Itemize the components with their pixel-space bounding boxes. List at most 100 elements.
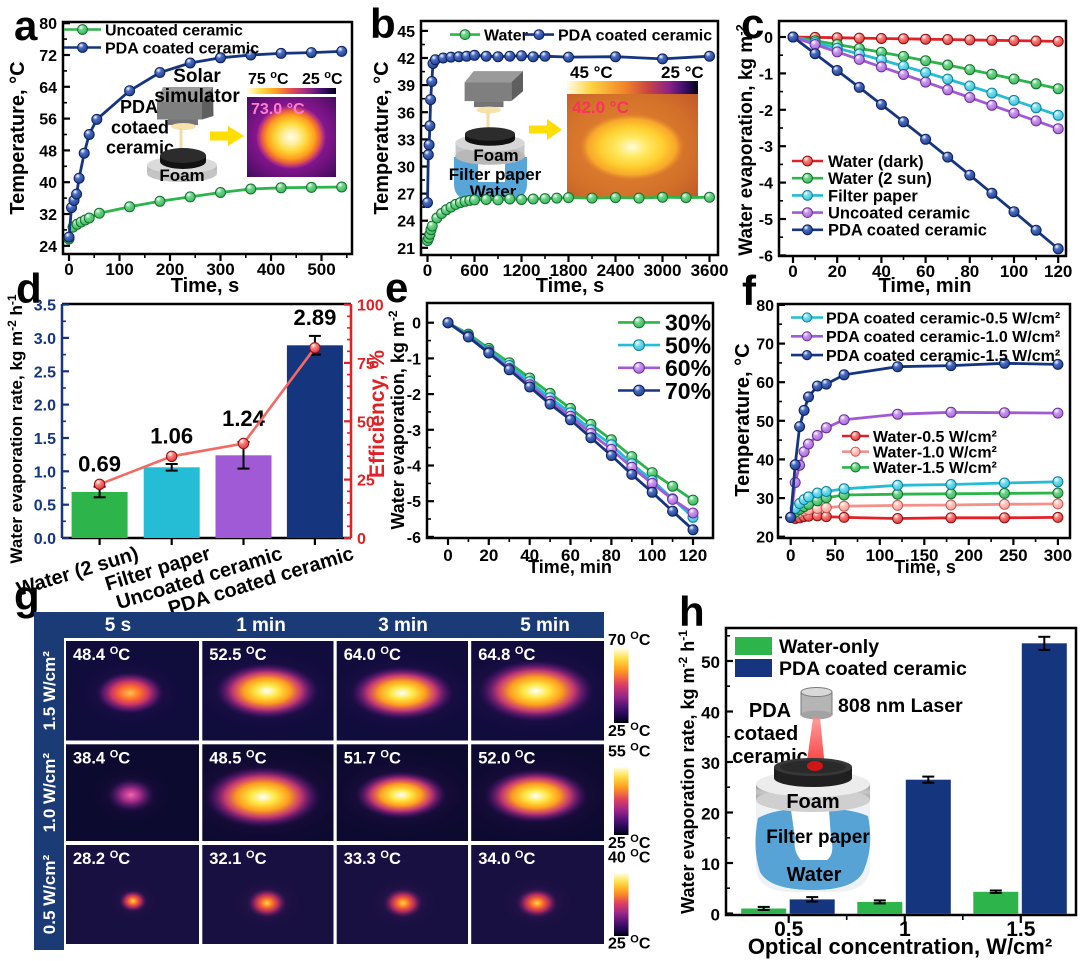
svg-text:1.0 W/cm²: 1.0 W/cm² [40,753,59,833]
svg-text:1: 1 [899,918,911,941]
svg-text:PDA coated ceramic-0.5 W/cm²: PDA coated ceramic-0.5 W/cm² [826,310,1060,327]
svg-text:600: 600 [460,261,488,280]
svg-text:Filter paper: Filter paper [449,165,542,184]
svg-text:48: 48 [39,143,57,160]
svg-text:0.5: 0.5 [774,918,804,941]
svg-text:-6: -6 [759,248,773,265]
svg-text:0.69: 0.69 [78,452,121,477]
svg-text:51.7 OC: 51.7 OC [344,748,401,767]
svg-text:38.4 OC: 38.4 OC [73,748,130,767]
svg-text:80: 80 [960,262,979,281]
svg-text:5 s: 5 s [105,615,131,636]
svg-text:Optical concentration, W/cm²: Optical concentration, W/cm² [748,934,1052,959]
svg-text:-2: -2 [407,387,421,404]
svg-text:Water-1.5 W/cm²: Water-1.5 W/cm² [873,460,997,477]
svg-text:Water: Water [787,864,842,886]
svg-text:-4: -4 [759,176,773,193]
svg-text:2.5: 2.5 [34,364,56,381]
svg-text:3600: 3600 [691,261,729,280]
svg-text:45 °C: 45 °C [570,63,613,82]
svg-text:Water-only: Water-only [779,636,879,658]
svg-text:cotaed: cotaed [111,118,169,138]
svg-text:ceramic: ceramic [106,138,174,158]
svg-text:100: 100 [866,546,894,565]
svg-text:2.89: 2.89 [293,305,336,330]
svg-text:1.0: 1.0 [34,464,56,481]
svg-text:100: 100 [105,260,133,279]
svg-text:1 min: 1 min [236,615,286,636]
svg-text:60: 60 [756,375,774,392]
svg-text:Water evaporation, kg m-2: Water evaporation, kg m-2 [386,310,408,529]
svg-text:100: 100 [1000,262,1028,281]
svg-text:80: 80 [39,16,57,33]
svg-text:24: 24 [39,239,57,256]
svg-text:b: b [370,0,396,47]
svg-text:40: 40 [39,175,57,192]
svg-text:200: 200 [955,546,983,565]
svg-text:70 OC: 70 OC [608,630,651,649]
svg-text:0: 0 [764,30,773,47]
svg-text:300: 300 [206,260,234,279]
svg-text:1.24: 1.24 [222,406,266,431]
svg-text:-1: -1 [407,351,421,368]
svg-text:56: 56 [39,112,57,129]
svg-text:27: 27 [397,187,415,204]
svg-text:55 OC: 55 OC [608,742,651,761]
svg-text:400: 400 [257,260,285,279]
svg-text:75 oC: 75 oC [248,69,289,88]
svg-text:25 OC: 25 OC [608,721,651,740]
svg-text:28.2 OC: 28.2 OC [73,849,130,868]
svg-text:Water-1.0 W/cm²: Water-1.0 W/cm² [873,444,997,461]
svg-text:Solar: Solar [173,66,221,87]
svg-text:PDA coated ceramic: PDA coated ceramic [828,222,987,240]
svg-text:1.5 W/cm²: 1.5 W/cm² [40,651,59,731]
svg-text:60: 60 [916,262,935,281]
svg-text:25 OC: 25 OC [608,934,651,953]
svg-text:70: 70 [756,337,774,354]
svg-text:0.5 W/cm²: 0.5 W/cm² [40,854,59,934]
svg-text:50: 50 [756,414,774,431]
svg-text:Water evaporation rate, kg m-2: Water evaporation rate, kg m-2 h-1 [676,630,698,914]
svg-text:25 OC: 25 OC [608,833,651,852]
svg-text:-3: -3 [407,423,421,440]
svg-text:24: 24 [397,214,415,231]
svg-text:45: 45 [397,24,415,41]
svg-text:PDA coated ceramic-1.5 W/cm²: PDA coated ceramic-1.5 W/cm² [826,348,1060,365]
svg-text:-6: -6 [407,530,421,547]
svg-text:e: e [385,264,408,311]
svg-text:50: 50 [826,546,845,565]
svg-text:Water evaporation, kg m-2: Water evaporation, kg m-2 [733,24,757,256]
svg-text:21: 21 [397,241,415,258]
svg-text:PDA: PDA [749,700,791,722]
svg-text:-5: -5 [407,494,421,511]
svg-text:0: 0 [412,316,421,333]
svg-text:1.06: 1.06 [150,424,193,449]
svg-text:Time, min: Time, min [528,557,612,577]
svg-text:50: 50 [701,653,720,672]
svg-text:10: 10 [701,855,720,874]
svg-text:PDA coated ceramic-1.0 W/cm²: PDA coated ceramic-1.0 W/cm² [826,329,1060,346]
svg-text:64.0 OC: 64.0 OC [344,645,401,664]
svg-text:3 min: 3 min [378,615,428,636]
svg-text:52.0 OC: 52.0 OC [478,748,535,767]
svg-text:64: 64 [39,80,57,97]
svg-text:1.5: 1.5 [1006,918,1036,941]
svg-text:Temperature, °C: Temperature, °C [732,343,754,496]
svg-text:1.5: 1.5 [34,431,56,448]
svg-text:25 oC: 25 oC [302,69,343,88]
svg-text:500: 500 [307,260,335,279]
svg-text:32: 32 [39,207,57,224]
svg-text:50: 50 [357,414,375,431]
svg-text:Water (dark): Water (dark) [828,153,924,171]
svg-text:Uncoated ceramic: Uncoated ceramic [828,205,970,223]
svg-text:0: 0 [786,546,795,565]
svg-text:-3: -3 [759,139,773,156]
svg-text:Filter paper: Filter paper [828,187,918,205]
svg-text:-2: -2 [759,103,773,120]
svg-text:36: 36 [397,105,415,122]
svg-text:20: 20 [828,262,847,281]
svg-text:60: 60 [561,546,580,565]
svg-text:40: 40 [520,546,539,565]
svg-text:Efficiency, %: Efficiency, % [366,350,389,478]
svg-text:2.0: 2.0 [34,398,56,415]
